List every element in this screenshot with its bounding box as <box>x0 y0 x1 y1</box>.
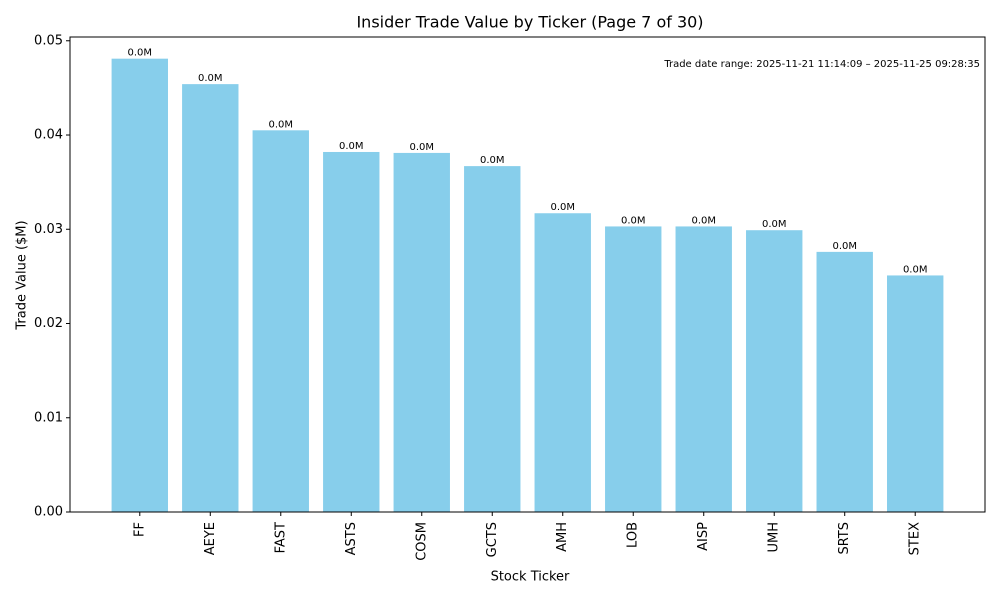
value-label: 0.0M <box>762 219 787 230</box>
bar <box>605 226 662 513</box>
bar <box>887 275 944 512</box>
bar <box>816 251 873 512</box>
x-tick-label: AEYE <box>203 522 218 555</box>
value-label: 0.0M <box>550 202 575 213</box>
value-label: 0.0M <box>409 142 434 153</box>
x-tick-label: LOB <box>626 522 641 548</box>
y-tick-label: 0.05 <box>34 33 63 48</box>
x-tick-label: STEX <box>908 522 923 555</box>
x-tick-label: AMH <box>555 522 570 552</box>
value-label: 0.0M <box>128 48 153 59</box>
bar <box>534 213 591 512</box>
x-tick-label: SRTS <box>837 522 852 555</box>
bar <box>182 84 239 512</box>
x-tick-label: COSM <box>414 522 429 561</box>
bar <box>464 166 521 512</box>
value-label: 0.0M <box>832 241 857 252</box>
bar <box>252 130 309 512</box>
bar <box>675 226 732 513</box>
y-axis-label: Trade Value ($M) <box>15 220 30 330</box>
plot-frame <box>69 36 986 513</box>
bar <box>746 230 803 513</box>
x-tick-label: GCTS <box>485 522 500 557</box>
bar <box>111 58 168 513</box>
x-tick-label: AISP <box>696 522 711 551</box>
x-tick-label: FAST <box>273 522 288 553</box>
value-label: 0.0M <box>269 119 294 130</box>
chart-title: Insider Trade Value by Ticker (Page 7 of… <box>356 13 703 32</box>
x-tick-label: FF <box>132 522 147 537</box>
x-tick-label: ASTS <box>344 522 359 555</box>
value-label: 0.0M <box>903 264 928 275</box>
value-label: 0.0M <box>621 215 646 226</box>
y-tick-label: 0.01 <box>34 410 63 425</box>
value-label: 0.0M <box>198 73 223 84</box>
value-label: 0.0M <box>339 141 364 152</box>
y-tick-label: 0.04 <box>34 128 63 143</box>
bar <box>393 152 450 513</box>
y-tick-label: 0.02 <box>34 316 63 331</box>
x-axis-label: Stock Ticker <box>491 570 570 585</box>
x-tick-label: UMH <box>767 522 782 553</box>
y-tick-label: 0.00 <box>34 505 63 520</box>
value-label: 0.0M <box>480 155 505 166</box>
annotation: Trade date range: 2025-11-21 11:14:09 – … <box>663 59 980 70</box>
y-tick-label: 0.03 <box>34 222 63 237</box>
value-label: 0.0M <box>691 215 716 226</box>
bar <box>323 151 380 512</box>
